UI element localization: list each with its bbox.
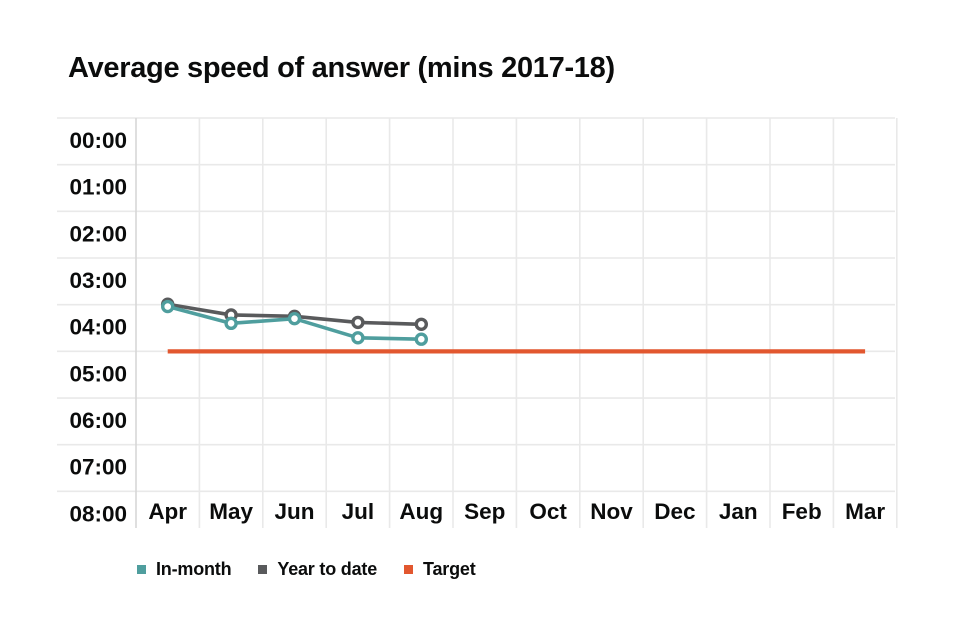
legend-item-in-month: In-month: [137, 559, 232, 580]
x-axis-month-label: Mar: [845, 499, 885, 524]
y-axis-tick-label: 06:00: [69, 408, 127, 433]
x-axis-month-label: Feb: [782, 499, 822, 524]
x-axis-month-label: Dec: [654, 499, 695, 524]
x-axis-month-label: Aug: [399, 499, 443, 524]
y-axis-tick-label: 04:00: [69, 315, 127, 340]
legend-item-target: Target: [404, 559, 476, 580]
data-point-in-month[interactable]: [224, 316, 238, 331]
y-axis-tick-label: 00:00: [69, 128, 127, 153]
data-point-year-to-date[interactable]: [351, 315, 365, 330]
data-point-in-month[interactable]: [414, 332, 428, 346]
target-swatch-icon: [404, 565, 414, 574]
y-axis-tick-label: 01:00: [69, 175, 127, 200]
y-axis-tick-label: 02:00: [69, 221, 127, 246]
data-point-in-month[interactable]: [287, 311, 302, 326]
data-point-in-month[interactable]: [351, 331, 365, 345]
x-axis-month-label: Oct: [529, 499, 567, 524]
x-axis-month-label: Nov: [590, 499, 633, 524]
x-axis-month-label: May: [209, 499, 253, 524]
data-point-year-to-date[interactable]: [414, 317, 428, 331]
legend-label: Year to date: [277, 559, 378, 579]
x-axis-month-label: Jun: [274, 499, 314, 524]
x-axis-month-label: Jan: [719, 499, 758, 524]
y-axis-tick-label: 08:00: [69, 501, 127, 526]
legend-item-year-to-date: Year to date: [258, 559, 377, 580]
x-axis-month-label: Jul: [342, 499, 375, 524]
x-axis-month-label: Apr: [148, 499, 187, 524]
chart-title: Average speed of answer (mins 2017-18): [68, 52, 615, 84]
x-axis-month-label: Sep: [464, 499, 505, 524]
in-month-swatch-icon: [137, 565, 146, 574]
y-axis-tick-label: 03:00: [69, 268, 127, 293]
year-to-date-swatch-icon: [258, 565, 268, 574]
y-axis-tick-label: 07:00: [69, 455, 127, 480]
y-axis-tick-label: 05:00: [69, 361, 127, 386]
chart-legend: In-month Year to date Target: [137, 559, 476, 580]
data-point-in-month[interactable]: [160, 299, 175, 314]
legend-label: Target: [423, 559, 476, 579]
legend-label: In-month: [156, 559, 232, 579]
